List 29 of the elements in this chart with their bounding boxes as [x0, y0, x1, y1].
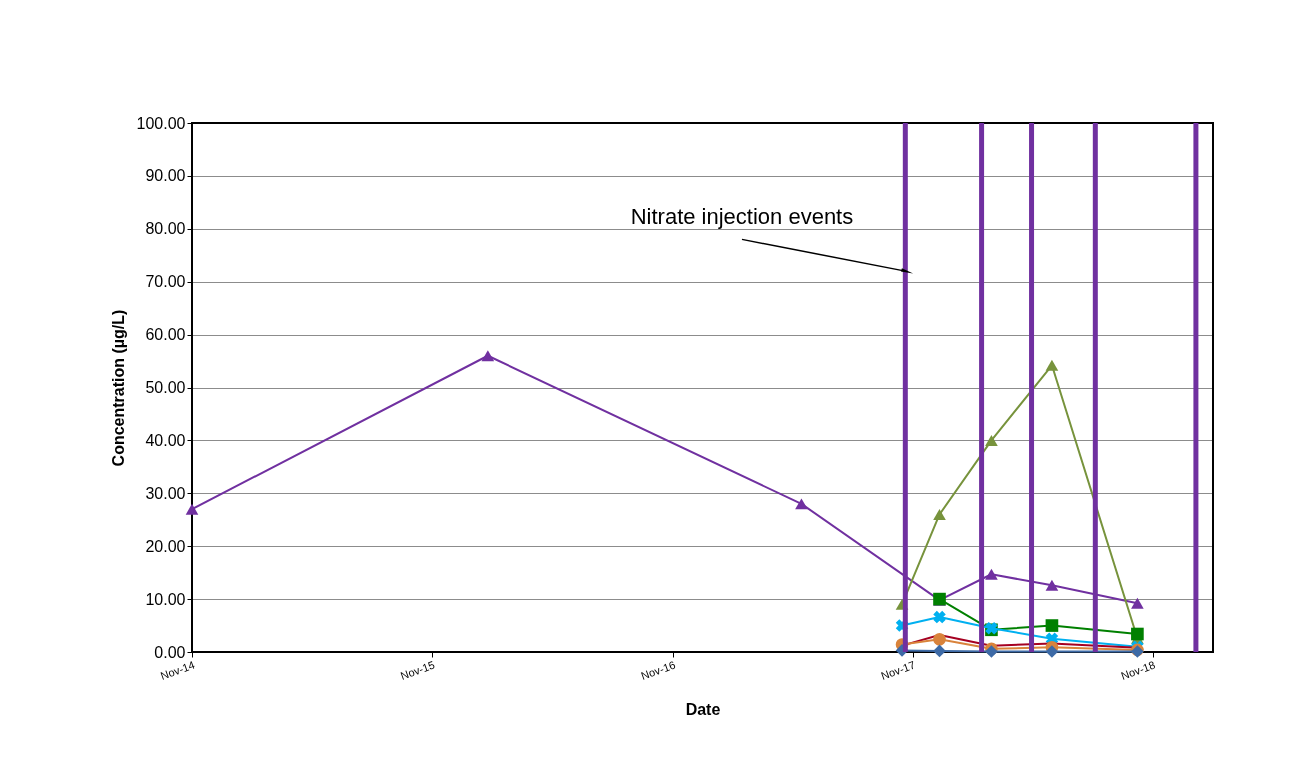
y-tick-label: 80.00 — [145, 220, 186, 238]
y-tick-label: 60.00 — [145, 326, 186, 344]
point — [1045, 579, 1059, 591]
y-tick-label: 50.00 — [145, 379, 186, 396]
point — [1045, 645, 1059, 658]
y-tick-label: 10.00 — [145, 590, 186, 608]
y-tick-label: 30.00 — [145, 484, 186, 502]
point — [1045, 619, 1059, 632]
y-tick-label: 90.00 — [145, 167, 186, 185]
point — [933, 508, 946, 520]
point — [1131, 597, 1144, 609]
point — [481, 350, 495, 362]
point — [933, 632, 946, 646]
point — [985, 568, 998, 580]
y-tick-label: 100.00 — [136, 114, 186, 132]
point — [933, 610, 946, 624]
y-tick-label: 0.00 — [154, 643, 186, 661]
point — [185, 503, 199, 515]
annotation: Nitrate injection events — [630, 204, 854, 230]
y-axis-title: Concentration (µg/L) — [109, 309, 127, 467]
x-axis-title: Date — [685, 700, 721, 718]
point — [933, 644, 946, 658]
point — [985, 434, 998, 446]
point — [1131, 627, 1144, 641]
y-tick-label: 70.00 — [145, 273, 186, 291]
point — [795, 498, 808, 510]
point — [1045, 359, 1059, 371]
y-tick-label: 40.00 — [145, 431, 186, 449]
y-tick-label: 20.00 — [145, 537, 186, 555]
